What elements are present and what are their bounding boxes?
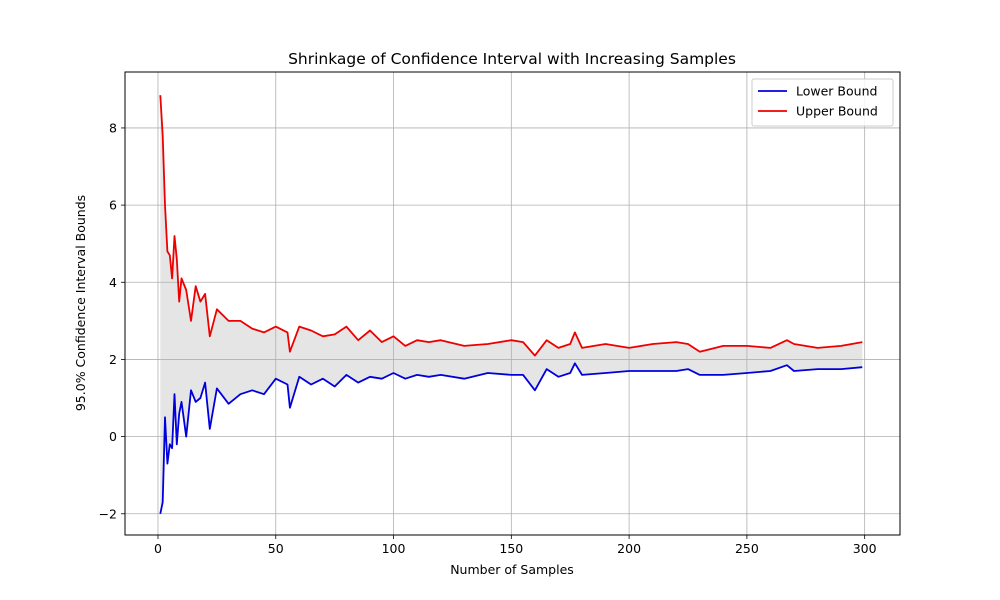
legend: Lower Bound Upper Bound xyxy=(751,78,894,127)
chart-title: Shrinkage of Confidence Interval with In… xyxy=(288,50,736,68)
grid-layer xyxy=(125,72,900,535)
x-tick-label: 50 xyxy=(268,541,284,556)
ticks-layer: 0 50 100 150 200 250 300 −2 0 2 4 6 8 xyxy=(99,120,877,556)
series-lines-layer xyxy=(159,95,863,514)
legend-box xyxy=(751,78,894,127)
x-tick-label: 150 xyxy=(499,541,523,556)
x-tick-label: 200 xyxy=(617,541,641,556)
x-tick-label: 250 xyxy=(735,541,759,556)
y-tick-label: 2 xyxy=(109,352,117,367)
y-tick-label: 6 xyxy=(109,198,117,213)
y-tick-label: 4 xyxy=(109,275,117,290)
upper-bound-line xyxy=(159,95,863,357)
x-tick-label: 100 xyxy=(382,541,406,556)
x-tick-label: 300 xyxy=(853,541,877,556)
plot-frame xyxy=(124,71,901,536)
x-tick-label: 0 xyxy=(154,541,162,556)
y-axis-label: 95.0% Confidence Interval Bounds xyxy=(73,195,88,411)
y-tick-label: 0 xyxy=(109,429,117,444)
y-tick-label: −2 xyxy=(99,506,117,521)
y-tick-label: 8 xyxy=(109,120,117,135)
legend-label-upper-bound: Upper Bound xyxy=(796,104,878,119)
lower-bound-line xyxy=(159,362,863,514)
x-axis-label: Number of Samples xyxy=(450,562,574,577)
legend-label-lower-bound: Lower Bound xyxy=(796,84,877,99)
